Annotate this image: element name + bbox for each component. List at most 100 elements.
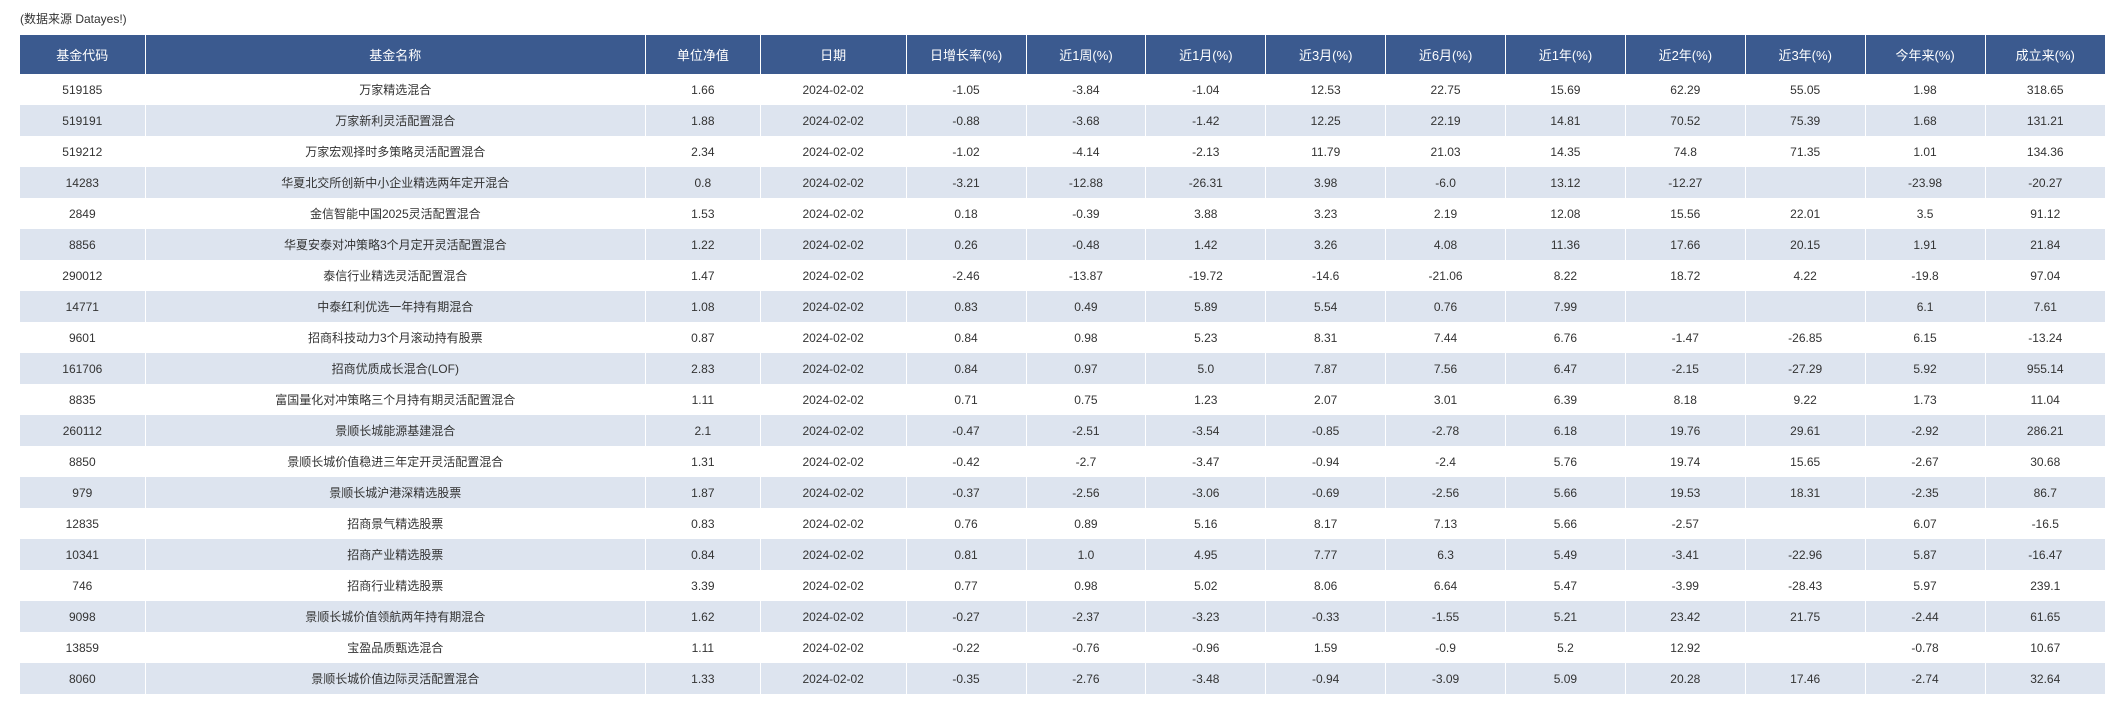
table-cell: 14283 (20, 167, 145, 198)
table-cell: 2024-02-02 (760, 198, 906, 229)
table-cell: 131.21 (1985, 105, 2105, 136)
table-cell: -2.67 (1865, 446, 1985, 477)
table-cell: 6.07 (1865, 508, 1985, 539)
table-cell: -3.54 (1146, 415, 1266, 446)
table-cell: 6.18 (1506, 415, 1626, 446)
table-cell: 0.84 (906, 353, 1026, 384)
column-header: 近3年(%) (1745, 35, 1865, 74)
table-cell: 2024-02-02 (760, 632, 906, 663)
table-cell: -1.04 (1146, 74, 1266, 105)
table-cell: 12.25 (1266, 105, 1386, 136)
table-cell: 0.18 (906, 198, 1026, 229)
table-cell: 8060 (20, 663, 145, 694)
table-cell: 6.1 (1865, 291, 1985, 322)
table-cell: 746 (20, 570, 145, 601)
table-cell: 景顺长城价值边际灵活配置混合 (145, 663, 645, 694)
table-cell: 2024-02-02 (760, 446, 906, 477)
table-cell: 5.76 (1506, 446, 1626, 477)
table-row: 13859宝盈品质甄选混合1.112024-02-02-0.22-0.76-0.… (20, 632, 2105, 663)
table-cell: 景顺长城价值稳进三年定开灵活配置混合 (145, 446, 645, 477)
table-cell: 5.16 (1146, 508, 1266, 539)
table-cell: 13859 (20, 632, 145, 663)
table-cell: 290012 (20, 260, 145, 291)
data-source-note: (数据来源 Datayes!) (20, 10, 2105, 27)
table-cell: -20.27 (1985, 167, 2105, 198)
table-cell: 景顺长城沪港深精选股票 (145, 477, 645, 508)
table-cell: 1.62 (646, 601, 761, 632)
table-cell: 20.28 (1625, 663, 1745, 694)
table-cell: 1.47 (646, 260, 761, 291)
table-cell: 0.76 (1386, 291, 1506, 322)
table-cell: -0.94 (1266, 663, 1386, 694)
table-cell: -4.14 (1026, 136, 1146, 167)
table-row: 290012泰信行业精选灵活配置混合1.472024-02-02-2.46-13… (20, 260, 2105, 291)
table-cell: 2.07 (1266, 384, 1386, 415)
table-cell: 泰信行业精选灵活配置混合 (145, 260, 645, 291)
table-cell: -2.76 (1026, 663, 1146, 694)
table-cell: 2.83 (646, 353, 761, 384)
table-cell: 宝盈品质甄选混合 (145, 632, 645, 663)
table-cell: 955.14 (1985, 353, 2105, 384)
table-cell: 2024-02-02 (760, 167, 906, 198)
table-cell: 9.22 (1745, 384, 1865, 415)
table-cell: 华夏北交所创新中小企业精选两年定开混合 (145, 167, 645, 198)
fund-table: 基金代码基金名称单位净值日期日增长率(%)近1周(%)近1月(%)近3月(%)近… (20, 35, 2105, 694)
table-cell: -3.23 (1146, 601, 1266, 632)
table-cell: -1.05 (906, 74, 1026, 105)
table-cell: -3.09 (1386, 663, 1506, 694)
table-cell: 519191 (20, 105, 145, 136)
table-cell: 2024-02-02 (760, 74, 906, 105)
table-cell: 3.01 (1386, 384, 1506, 415)
table-cell: 1.66 (646, 74, 761, 105)
column-header: 日增长率(%) (906, 35, 1026, 74)
table-cell: 7.56 (1386, 353, 1506, 384)
table-cell: 21.84 (1985, 229, 2105, 260)
table-cell: -0.88 (906, 105, 1026, 136)
table-cell: -3.68 (1026, 105, 1146, 136)
table-cell: -28.43 (1745, 570, 1865, 601)
table-cell: -2.51 (1026, 415, 1146, 446)
table-cell: 8.06 (1266, 570, 1386, 601)
table-cell: -3.47 (1146, 446, 1266, 477)
table-cell: -23.98 (1865, 167, 1985, 198)
column-header: 近1周(%) (1026, 35, 1146, 74)
table-cell: -2.44 (1865, 601, 1985, 632)
table-row: 8856华夏安泰对冲策略3个月定开灵活配置混合1.222024-02-020.2… (20, 229, 2105, 260)
table-cell: 22.01 (1745, 198, 1865, 229)
table-cell: -0.96 (1146, 632, 1266, 663)
table-cell (1745, 291, 1865, 322)
table-cell: 55.05 (1745, 74, 1865, 105)
table-cell: 14.81 (1506, 105, 1626, 136)
table-row: 2849金信智能中国2025灵活配置混合1.532024-02-020.18-0… (20, 198, 2105, 229)
table-cell: 318.65 (1985, 74, 2105, 105)
table-cell: 8.31 (1266, 322, 1386, 353)
table-cell: -1.55 (1386, 601, 1506, 632)
table-cell: 8850 (20, 446, 145, 477)
table-cell: 18.31 (1745, 477, 1865, 508)
table-cell: 招商产业精选股票 (145, 539, 645, 570)
table-cell: 1.73 (1865, 384, 1985, 415)
table-cell: -0.85 (1266, 415, 1386, 446)
table-cell: -26.31 (1146, 167, 1266, 198)
column-header: 日期 (760, 35, 906, 74)
table-cell: 12.08 (1506, 198, 1626, 229)
table-cell: 金信智能中国2025灵活配置混合 (145, 198, 645, 229)
table-cell: 2024-02-02 (760, 384, 906, 415)
table-cell: 71.35 (1745, 136, 1865, 167)
table-cell: -21.06 (1386, 260, 1506, 291)
table-cell: -2.57 (1625, 508, 1745, 539)
table-cell: 3.26 (1266, 229, 1386, 260)
table-cell: 万家新利灵活配置混合 (145, 105, 645, 136)
table-cell: -2.7 (1026, 446, 1146, 477)
table-cell: 万家精选混合 (145, 74, 645, 105)
column-header: 基金名称 (145, 35, 645, 74)
table-row: 979景顺长城沪港深精选股票1.872024-02-02-0.37-2.56-3… (20, 477, 2105, 508)
table-cell: 4.22 (1745, 260, 1865, 291)
table-cell: 2.1 (646, 415, 761, 446)
table-cell: -19.8 (1865, 260, 1985, 291)
table-cell: 1.01 (1865, 136, 1985, 167)
table-cell: 0.84 (646, 539, 761, 570)
table-cell: 0.77 (906, 570, 1026, 601)
table-cell: 70.52 (1625, 105, 1745, 136)
table-cell: 中泰红利优选一年持有期混合 (145, 291, 645, 322)
